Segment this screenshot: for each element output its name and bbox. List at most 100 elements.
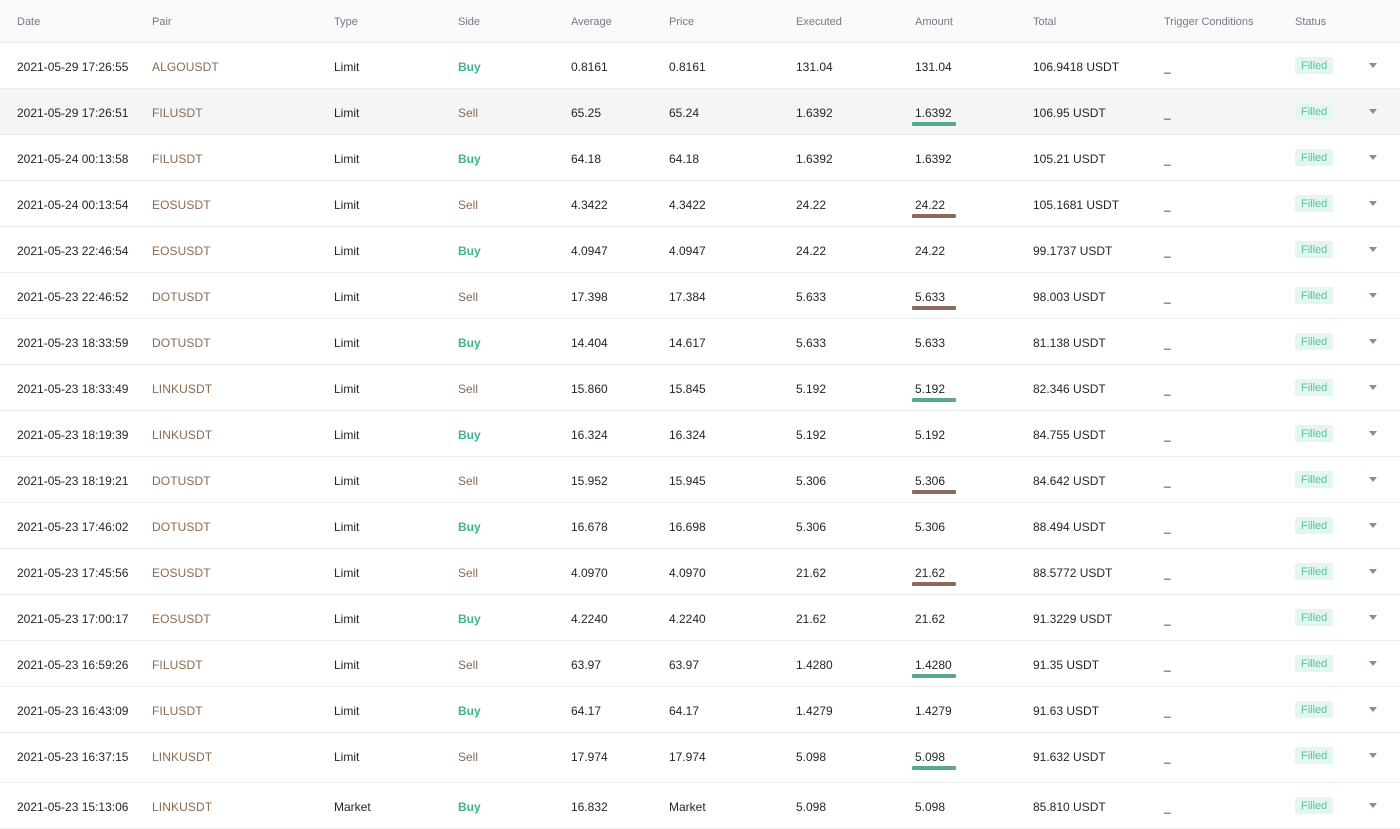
cell-pair[interactable]: LINKUSDT — [152, 428, 213, 442]
table-row[interactable]: 2021-05-23 22:46:54 EOSUSDT Limit Buy 4.0947… — [0, 227, 1400, 273]
cell-total: 82.346 USDT — [1033, 382, 1106, 396]
table-row[interactable]: 2021-05-23 16:43:09 FILUSDT Limit Buy 64.17 6… — [0, 687, 1400, 733]
cell-price: 17.384 — [669, 290, 706, 304]
cell-total: 105.1681 USDT — [1033, 198, 1120, 212]
cell-pair[interactable]: FILUSDT — [152, 658, 203, 672]
cell-pair[interactable]: DOTUSDT — [152, 290, 211, 304]
status-badge: Filled — [1295, 563, 1334, 580]
cell-average: 4.0970 — [571, 566, 608, 580]
table-row[interactable]: 2021-05-24 00:13:54 EOSUSDT Limit Sell 4.342… — [0, 181, 1400, 227]
cell-pair[interactable]: FILUSDT — [152, 152, 203, 166]
cell-average: 64.18 — [571, 152, 602, 166]
cell-amount: 5.633 — [915, 336, 945, 350]
cell-amount: 1.6392 — [915, 152, 952, 166]
cell-price: Market — [669, 800, 706, 814]
cell-side: Buy — [458, 704, 481, 718]
amount-highlight-underline — [912, 306, 956, 310]
cell-side: Buy — [458, 152, 481, 166]
cell-date: 2021-05-23 17:00:17 — [17, 612, 129, 626]
table-row[interactable]: 2021-05-23 18:33:59 DOTUSDT Limit Buy 14.404… — [0, 319, 1400, 365]
chevron-down-icon[interactable] — [1369, 385, 1377, 390]
table-row[interactable]: 2021-05-23 18:33:49 LINKUSDT Limit Sell 15.8… — [0, 365, 1400, 411]
table-row[interactable]: 2021-05-23 18:19:39 LINKUSDT Limit Buy 16.32… — [0, 411, 1400, 457]
cell-side: Buy — [458, 800, 481, 814]
cell-total: 98.003 USDT — [1033, 290, 1106, 304]
cell-trigger-conditions: _ — [1164, 382, 1171, 396]
chevron-down-icon[interactable] — [1369, 753, 1377, 758]
chevron-down-icon[interactable] — [1369, 707, 1377, 712]
cell-date: 2021-05-29 17:26:51 — [17, 106, 129, 120]
cell-pair[interactable]: LINKUSDT — [152, 800, 213, 814]
cell-executed: 1.4279 — [796, 704, 833, 718]
table-row[interactable]: 2021-05-23 17:46:02 DOTUSDT Limit Buy 16.678… — [0, 503, 1400, 549]
chevron-down-icon[interactable] — [1369, 247, 1377, 252]
status-badge: Filled — [1295, 655, 1334, 672]
cell-trigger-conditions: _ — [1164, 704, 1171, 718]
cell-total: 91.63 USDT — [1033, 704, 1100, 718]
cell-pair[interactable]: EOSUSDT — [152, 612, 211, 626]
status-badge: Filled — [1295, 241, 1334, 258]
chevron-down-icon[interactable] — [1369, 109, 1377, 114]
cell-price: 0.8161 — [669, 60, 706, 74]
table-row[interactable]: 2021-05-23 22:46:52 DOTUSDT Limit Sell 17.39… — [0, 273, 1400, 319]
cell-pair[interactable]: ALGOUSDT — [152, 60, 219, 74]
cell-pair[interactable]: FILUSDT — [152, 106, 203, 120]
cell-pair[interactable]: EOSUSDT — [152, 566, 211, 580]
cell-total: 84.642 USDT — [1033, 474, 1106, 488]
table-row[interactable]: 2021-05-29 17:26:55 ALGOUSDT Limit Buy 0.816… — [0, 43, 1400, 89]
chevron-down-icon[interactable] — [1369, 201, 1377, 206]
cell-type: Limit — [334, 704, 360, 718]
table-row[interactable]: 2021-05-23 17:00:17 EOSUSDT Limit Buy 4.2240… — [0, 595, 1400, 641]
chevron-down-icon[interactable] — [1369, 523, 1377, 528]
chevron-down-icon[interactable] — [1369, 339, 1377, 344]
cell-pair[interactable]: LINKUSDT — [152, 750, 213, 764]
cell-average: 16.324 — [571, 428, 608, 442]
chevron-down-icon[interactable] — [1369, 155, 1377, 160]
cell-average: 0.8161 — [571, 60, 608, 74]
table-row[interactable]: 2021-05-29 17:26:51 FILUSDT Limit Sell 65.25… — [0, 89, 1400, 135]
table-row[interactable]: 2021-05-23 16:59:26 FILUSDT Limit Sell 63.97… — [0, 641, 1400, 687]
amount-value: 5.192 — [915, 382, 946, 396]
cell-executed: 5.192 — [796, 382, 827, 396]
cell-type: Limit — [334, 106, 360, 120]
amount-value: 1.6392 — [915, 106, 952, 120]
table-row[interactable]: 2021-05-23 17:45:56 EOSUSDT Limit Sell 4.097… — [0, 549, 1400, 595]
chevron-down-icon[interactable] — [1369, 615, 1377, 620]
cell-pair[interactable]: FILUSDT — [152, 704, 203, 718]
table-body: 2021-05-29 17:26:55 ALGOUSDT Limit Buy 0.816… — [0, 43, 1400, 829]
cell-pair[interactable]: DOTUSDT — [152, 520, 211, 534]
chevron-down-icon[interactable] — [1369, 803, 1377, 808]
cell-pair[interactable]: DOTUSDT — [152, 336, 211, 350]
cell-executed: 5.633 — [796, 290, 827, 304]
status-badge: Filled — [1295, 287, 1334, 304]
amount-value: 5.633 — [915, 290, 946, 304]
cell-side: Buy — [458, 520, 481, 534]
cell-pair[interactable]: DOTUSDT — [152, 474, 211, 488]
chevron-down-icon[interactable] — [1369, 431, 1377, 436]
cell-pair[interactable]: LINKUSDT — [152, 382, 213, 396]
amount-value: 1.6392 — [915, 152, 952, 166]
chevron-down-icon[interactable] — [1369, 63, 1377, 68]
table-row[interactable]: 2021-05-24 00:13:58 FILUSDT Limit Buy 64.18 6… — [0, 135, 1400, 181]
cell-trigger-conditions: _ — [1164, 106, 1171, 120]
table-row[interactable]: 2021-05-23 16:37:15 LINKUSDT Limit Sell 17.9… — [0, 733, 1400, 783]
cell-total: 84.755 USDT — [1033, 428, 1106, 442]
chevron-down-icon[interactable] — [1369, 569, 1377, 574]
cell-amount: 24.22 — [915, 244, 945, 258]
cell-pair[interactable]: EOSUSDT — [152, 244, 211, 258]
table-row[interactable]: 2021-05-23 15:13:06 LINKUSDT Market Buy 16.8… — [0, 783, 1400, 829]
cell-pair[interactable]: EOSUSDT — [152, 198, 211, 212]
chevron-down-icon[interactable] — [1369, 477, 1377, 482]
cell-side: Sell — [458, 382, 479, 396]
chevron-down-icon[interactable] — [1369, 293, 1377, 298]
cell-price: 16.698 — [669, 520, 706, 534]
cell-type: Limit — [334, 520, 360, 534]
cell-side: Buy — [458, 612, 481, 626]
cell-average: 4.3422 — [571, 198, 608, 212]
cell-trigger-conditions: _ — [1164, 60, 1171, 74]
table-row[interactable]: 2021-05-23 18:19:21 DOTUSDT Limit Sell 15.95… — [0, 457, 1400, 503]
amount-value: 5.192 — [915, 428, 946, 442]
chevron-down-icon[interactable] — [1369, 661, 1377, 666]
status-badge: Filled — [1295, 379, 1334, 396]
cell-total: 106.95 USDT — [1033, 106, 1106, 120]
